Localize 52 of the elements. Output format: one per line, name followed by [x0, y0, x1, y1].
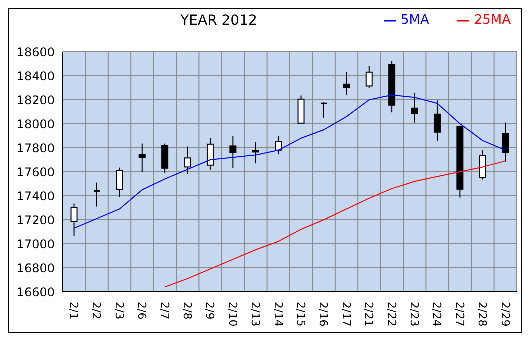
x-tick-label: 2/6 — [136, 302, 149, 320]
x-tick-label: 2/28 — [476, 302, 490, 327]
candlestick — [502, 122, 510, 162]
x-tick-label: 2/8 — [181, 302, 194, 320]
y-tick-label: 17400 — [16, 189, 55, 204]
x-tick-label: 2/23 — [408, 302, 421, 327]
candlestick — [479, 150, 486, 180]
x-tick-label: 2/27 — [453, 302, 466, 327]
y-tick-label: 16600 — [16, 285, 55, 300]
candlestick — [366, 66, 373, 88]
legend-label: 5MA — [400, 13, 430, 28]
x-tick-label: 2/15 — [294, 302, 308, 327]
x-tick-label: 2/7 — [158, 302, 172, 320]
candlestick — [93, 182, 101, 208]
candlestick — [275, 136, 282, 156]
x-tick-label: 2/9 — [204, 302, 217, 320]
candlestick — [162, 143, 169, 174]
x-tick-label: 2/1 — [68, 302, 80, 320]
y-tick-label: 18400 — [16, 69, 55, 84]
x-tick-label: 2/16 — [317, 302, 330, 327]
candlestick — [206, 138, 214, 171]
candlestick — [434, 100, 441, 142]
y-tick-label: 16800 — [16, 261, 55, 276]
x-tick-label: 2/17 — [340, 302, 353, 327]
x-tick-label: 2/3 — [112, 302, 126, 320]
y-tick-label: 17000 — [16, 237, 55, 252]
y-tick-label: 18000 — [16, 117, 55, 132]
x-tick-label: 2/10 — [226, 302, 240, 327]
x-tick-label: 2/2 — [90, 302, 104, 320]
candlestick — [116, 167, 124, 198]
y-tick-label: 17800 — [16, 141, 55, 156]
candlestick — [298, 95, 305, 124]
candlestick — [138, 143, 146, 172]
x-tick-label: 2/22 — [385, 302, 398, 327]
candlestick — [230, 136, 237, 169]
x-tick-label: 2/24 — [430, 302, 444, 327]
x-tick-label: 2/14 — [272, 302, 285, 327]
x-tick-label: 2/29 — [498, 302, 512, 327]
y-tick-label: 18600 — [16, 45, 55, 60]
candlestick — [320, 102, 328, 118]
candlestick — [184, 146, 192, 175]
candlestick — [252, 142, 260, 164]
candlestick — [343, 72, 350, 96]
x-tick-label: 2/21 — [362, 302, 376, 327]
y-tick-label: 17600 — [16, 165, 55, 180]
y-tick-label: 17200 — [16, 213, 55, 228]
candlestick — [411, 92, 418, 124]
chart-title: YEAR 2012 — [180, 13, 258, 29]
y-tick-label: 18200 — [16, 93, 55, 108]
candlestick — [70, 203, 78, 237]
legend-label: 25MA — [473, 13, 511, 28]
x-tick-label: 2/13 — [249, 302, 262, 327]
